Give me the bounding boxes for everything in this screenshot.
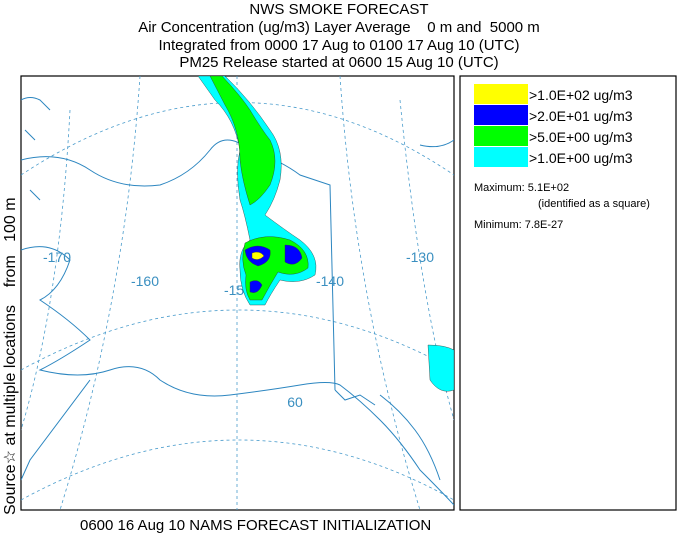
footer: 0600 16 Aug 10 NAMS FORECAST INITIALIZAT… bbox=[80, 517, 431, 534]
legend-swatch bbox=[474, 126, 528, 146]
map: -170 -160 -150 -140 -130 60 bbox=[20, 75, 455, 511]
grid-label: -170 bbox=[43, 249, 71, 265]
maximum: Maximum: 5.1E+02 bbox=[474, 182, 569, 194]
coastline bbox=[21, 97, 454, 506]
legend-swatch bbox=[474, 84, 528, 104]
grid-label: -140 bbox=[316, 273, 344, 289]
grid-label: 60 bbox=[287, 394, 303, 410]
grid-label: -160 bbox=[131, 273, 159, 289]
map-frame bbox=[20, 75, 455, 511]
legend-label: >1.0E+00 ug/m3 bbox=[529, 150, 633, 166]
title-line: NWS SMOKE FORECAST bbox=[249, 1, 428, 18]
legend-label: >1.0E+02 ug/m3 bbox=[529, 87, 633, 103]
title-line: Integrated from 0000 17 Aug to 0100 17 A… bbox=[158, 37, 519, 54]
source-label: Source☆ at multiple locations from 100 m bbox=[2, 197, 19, 515]
title-line: PM25 Release started at 0600 15 Aug 10 (… bbox=[179, 54, 498, 71]
legend-swatch bbox=[474, 147, 528, 167]
maximum-note: (identified as a square) bbox=[538, 198, 650, 210]
grid-label: -130 bbox=[406, 249, 434, 265]
legend-swatch bbox=[474, 105, 528, 125]
legend-label: >2.0E+01 ug/m3 bbox=[529, 108, 633, 124]
title-line: Air Concentration (ug/m3) Layer Average … bbox=[138, 19, 540, 36]
legend-label: >5.0E+00 ug/m3 bbox=[529, 129, 633, 145]
smoke-plume bbox=[197, 76, 454, 392]
legend: >1.0E+02 ug/m3 >2.0E+01 ug/m3 >5.0E+00 u… bbox=[459, 75, 677, 511]
minimum: Minimum: 7.8E-27 bbox=[474, 219, 563, 231]
